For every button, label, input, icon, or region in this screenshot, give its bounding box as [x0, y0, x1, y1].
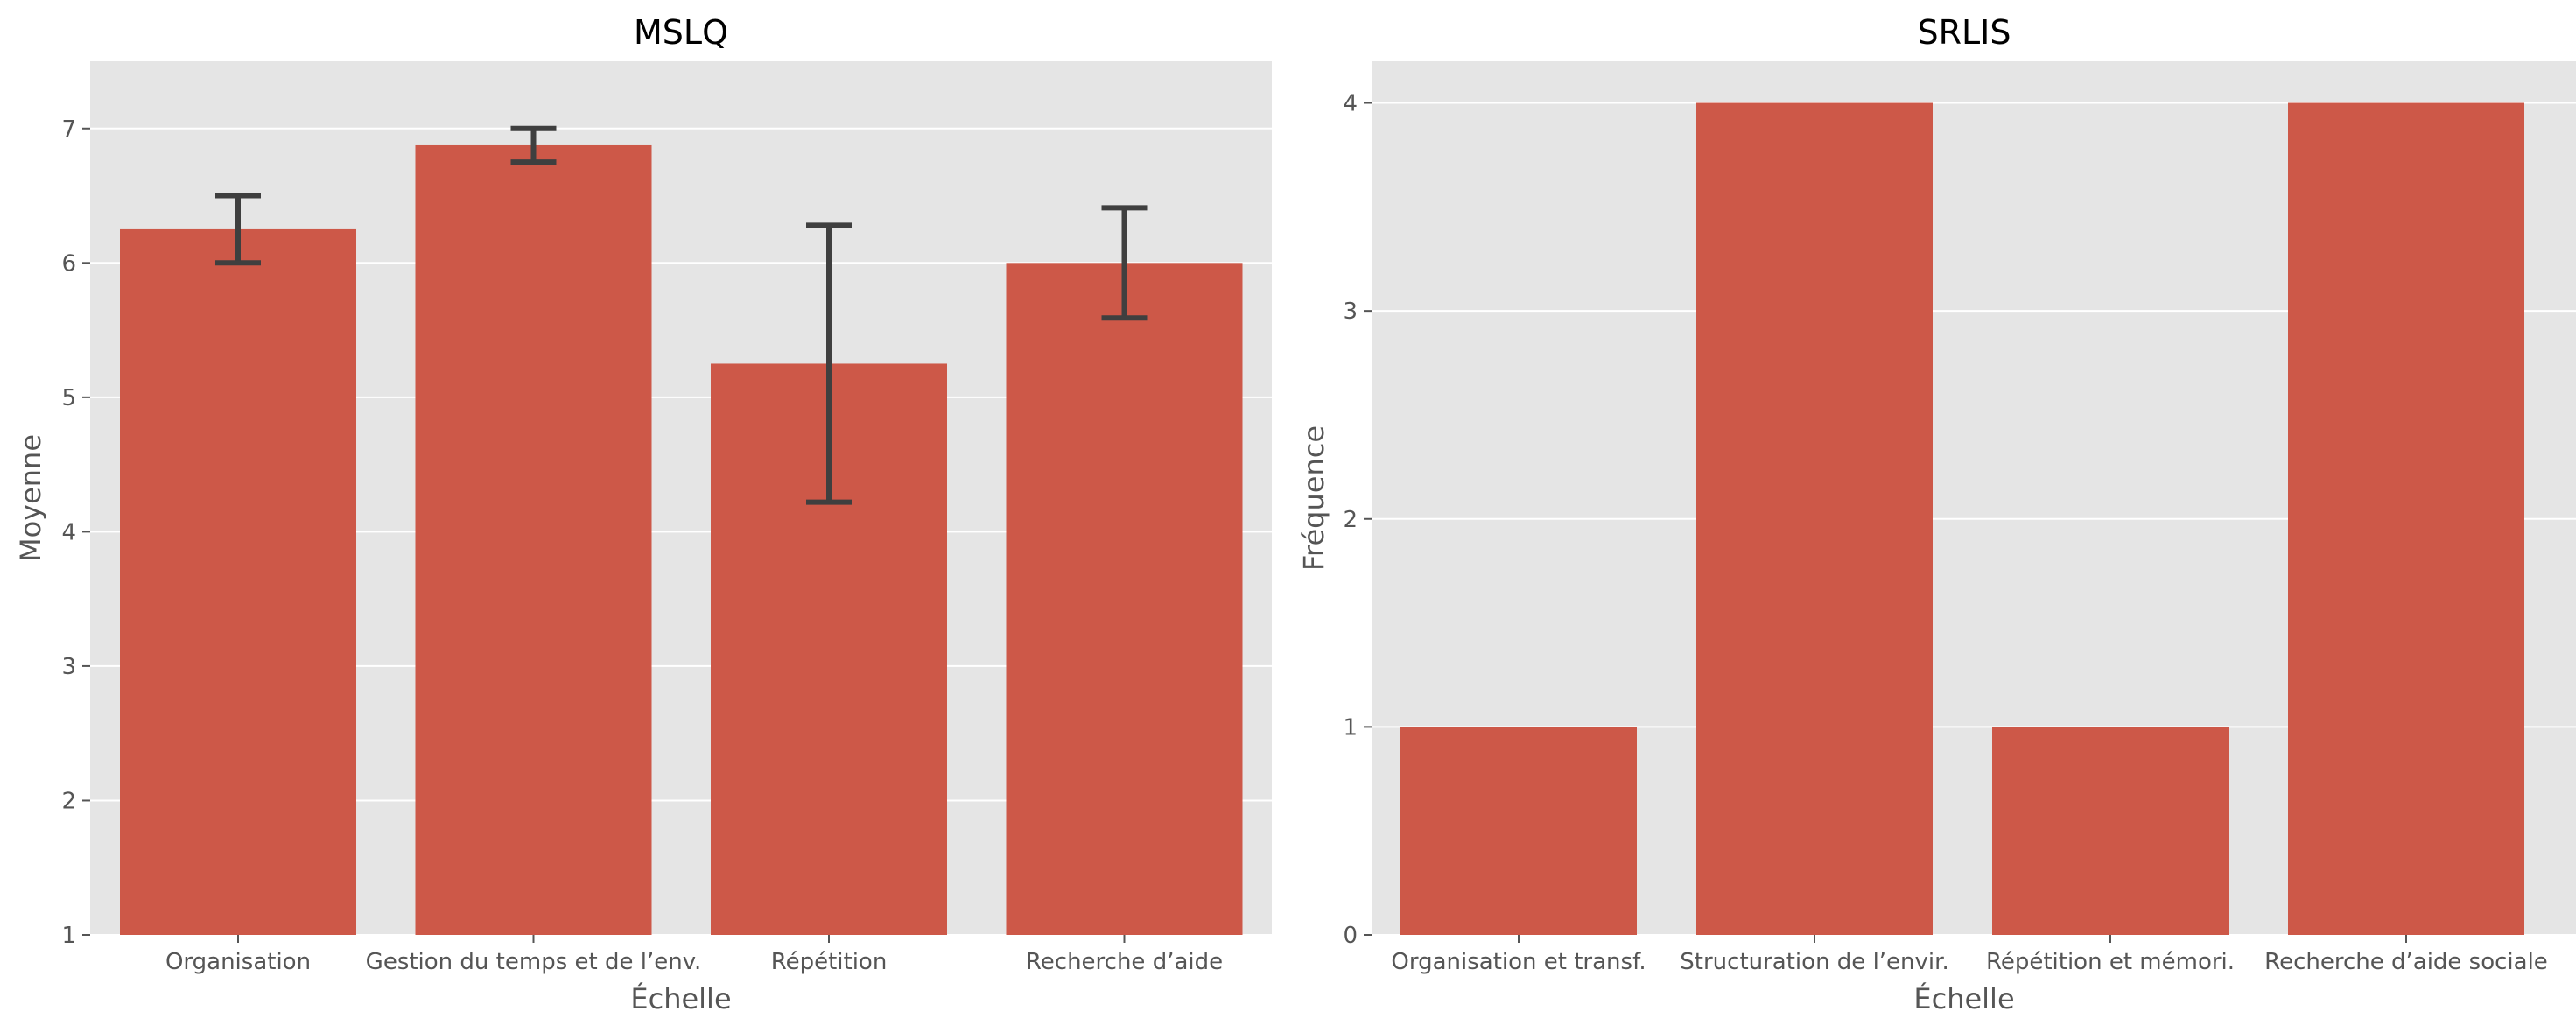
mslq-x-tick-label: Recherche d’aide — [1026, 949, 1223, 975]
srlis-y-tick-label: 3 — [1343, 299, 1358, 325]
srlis-y-tick-label: 1 — [1343, 714, 1358, 741]
mslq-y-tick-label: 1 — [61, 923, 76, 949]
mslq-y-tick-label: 6 — [61, 250, 76, 277]
mslq-bar — [415, 144, 652, 935]
mslq-bars — [120, 144, 1243, 935]
mslq-bar — [120, 228, 356, 935]
srlis-bar — [1992, 727, 2229, 935]
mslq-x-tick-label: Répétition — [771, 949, 888, 975]
mslq-y-ticks: 1 2 3 4 5 6 7 — [61, 116, 90, 949]
mslq-x-axis-label: Échelle — [630, 982, 731, 1015]
mslq-error-bars — [215, 125, 1148, 505]
srlis-x-ticks: Organisation et transf. Structuration de … — [1391, 935, 2548, 975]
mslq-x-tick-label: Gestion du temps et de l’env. — [366, 949, 702, 975]
srlis-panel: 0 1 2 3 4 Organisation et transf. Structurati… — [1297, 13, 2576, 1015]
mslq-title: MSLQ — [634, 13, 728, 52]
mslq-y-tick-label: 7 — [61, 116, 76, 143]
mslq-y-tick-label: 3 — [61, 654, 76, 680]
srlis-y-tick-label: 0 — [1343, 923, 1358, 949]
srlis-x-tick-label: Structuration de l’envir. — [1680, 949, 1948, 975]
mslq-y-tick-label: 2 — [61, 788, 76, 814]
srlis-x-axis-label: Échelle — [1913, 982, 2014, 1015]
mslq-x-tick-label: Organisation — [165, 949, 311, 975]
srlis-x-tick-label: Recherche d’aide sociale — [2264, 949, 2548, 975]
mslq-y-tick-label: 4 — [61, 519, 76, 545]
srlis-bar — [1696, 102, 1933, 936]
srlis-title: SRLIS — [1917, 13, 2011, 52]
srlis-y-ticks: 0 1 2 3 4 — [1343, 91, 1372, 949]
srlis-y-axis-label: Fréquence — [1297, 425, 1330, 571]
mslq-panel: 1 2 3 4 5 6 7 Organisation Gestion du temps et … — [14, 13, 1272, 1015]
mslq-y-tick-label: 5 — [61, 385, 76, 411]
mslq-bar — [1006, 263, 1243, 935]
srlis-x-tick-label: Répétition et mémori. — [1986, 949, 2235, 975]
srlis-y-tick-label: 2 — [1343, 507, 1358, 533]
srlis-bars — [1400, 102, 2524, 936]
srlis-bar — [2288, 102, 2524, 936]
mslq-y-axis-label: Moyenne — [14, 434, 47, 562]
srlis-y-tick-label: 4 — [1343, 91, 1358, 117]
mslq-x-ticks: Organisation Gestion du temps et de l’env… — [165, 935, 1223, 975]
srlis-x-tick-label: Organisation et transf. — [1391, 949, 1646, 975]
srlis-bar — [1400, 727, 1637, 935]
